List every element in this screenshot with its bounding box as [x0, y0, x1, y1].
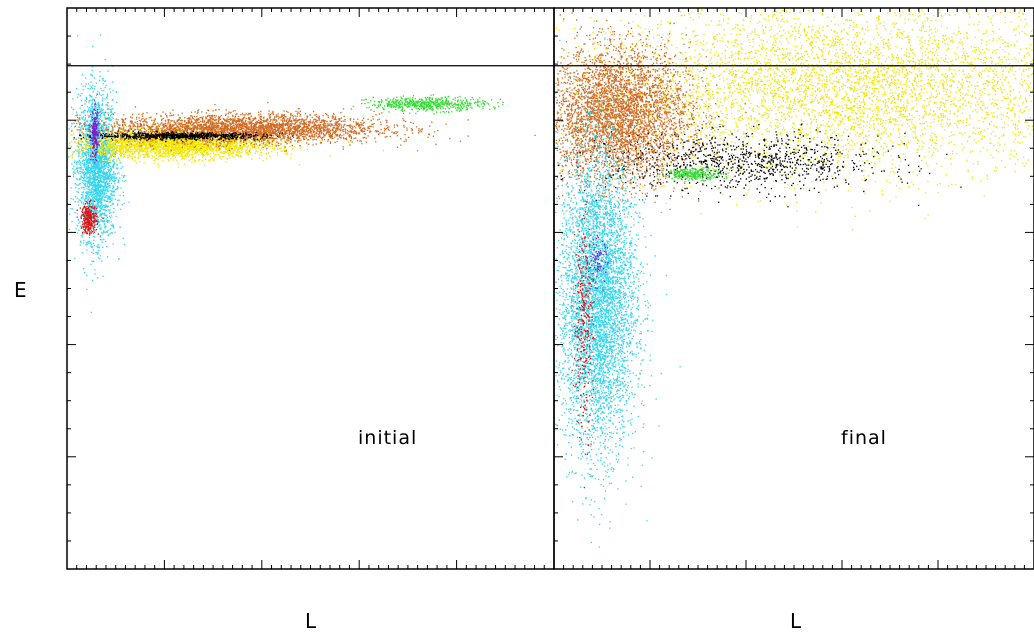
final-ticks: [553, 7, 1034, 570]
scatter-series-0: [68, 34, 130, 314]
scatter-series-4: [73, 130, 294, 143]
scatter-series-6: [76, 199, 104, 236]
final-plot-frame: [553, 7, 1034, 570]
scatter-series-5: [88, 93, 103, 164]
x-axis-label-initial: L: [305, 609, 317, 633]
scatter-series-1: [555, 12, 747, 230]
scatter-series-3: [352, 94, 504, 115]
panel-label-initial: initial: [358, 427, 417, 449]
panel-label-final: final: [841, 427, 887, 449]
scatter-series-4: [656, 167, 731, 183]
initial-ticks: [66, 7, 555, 570]
y-axis-label: E: [14, 278, 27, 302]
final-scatter-points: [555, 9, 1034, 548]
initial-scatter-points: [68, 34, 536, 314]
scatter-series-2: [71, 96, 536, 153]
x-axis-label-final: L: [790, 609, 802, 633]
initial-plot-frame: [66, 7, 555, 570]
panel-final: final: [553, 7, 1034, 570]
scatter-series-0: [555, 9, 1034, 231]
scatter-series-6: [586, 235, 609, 291]
panel-initial: initial: [66, 7, 555, 570]
scatter-series-2: [555, 38, 681, 548]
